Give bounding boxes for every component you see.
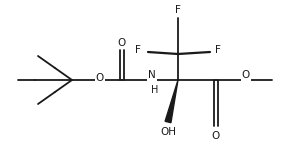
Text: O: O xyxy=(96,73,104,83)
Text: O: O xyxy=(242,70,250,80)
Text: F: F xyxy=(175,5,181,15)
Text: F: F xyxy=(135,45,141,55)
Text: N: N xyxy=(148,70,156,80)
Text: F: F xyxy=(215,45,221,55)
Text: O: O xyxy=(212,131,220,141)
Text: H: H xyxy=(151,85,159,95)
Polygon shape xyxy=(165,80,178,123)
Text: O: O xyxy=(118,38,126,48)
Text: OH: OH xyxy=(160,127,176,137)
